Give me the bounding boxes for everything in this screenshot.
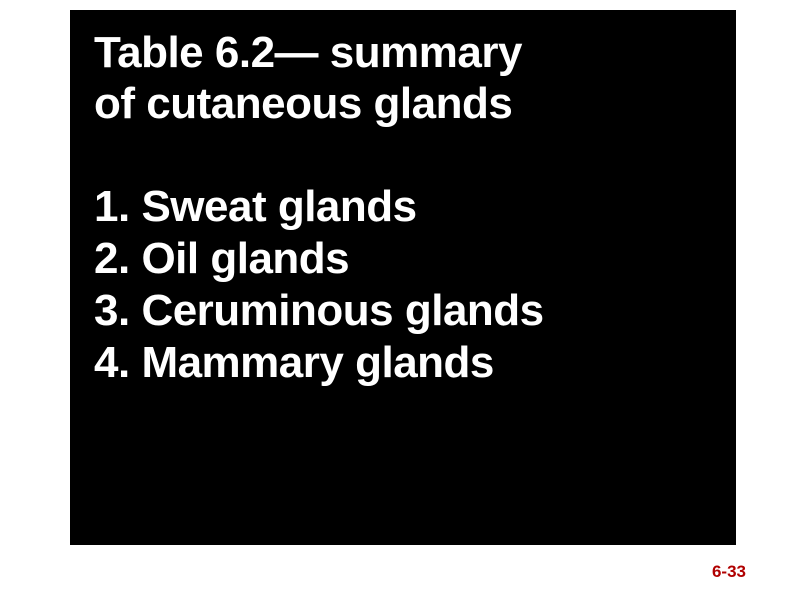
title-line-2: of cutaneous glands (94, 79, 712, 130)
slide-content-box: Table 6.2— summary of cutaneous glands 1… (70, 10, 736, 545)
page-number: 6-33 (712, 562, 746, 582)
list-number: 4. (94, 338, 130, 387)
title-list-spacer (94, 129, 712, 181)
list-label: Sweat glands (141, 182, 416, 231)
list-number: 3. (94, 286, 130, 335)
list-number: 1. (94, 182, 130, 231)
list-label: Mammary glands (141, 338, 493, 387)
list-label: Ceruminous glands (141, 286, 543, 335)
title-line-1: Table 6.2— summary (94, 28, 712, 79)
list-number: 2. (94, 234, 130, 283)
gland-list: 1. Sweat glands 2. Oil glands 3. Cerumin… (94, 181, 712, 389)
list-label: Oil glands (141, 234, 349, 283)
list-item: 4. Mammary glands (94, 337, 712, 389)
slide-title: Table 6.2— summary of cutaneous glands (94, 28, 712, 129)
list-item: 2. Oil glands (94, 233, 712, 285)
list-item: 3. Ceruminous glands (94, 285, 712, 337)
list-item: 1. Sweat glands (94, 181, 712, 233)
